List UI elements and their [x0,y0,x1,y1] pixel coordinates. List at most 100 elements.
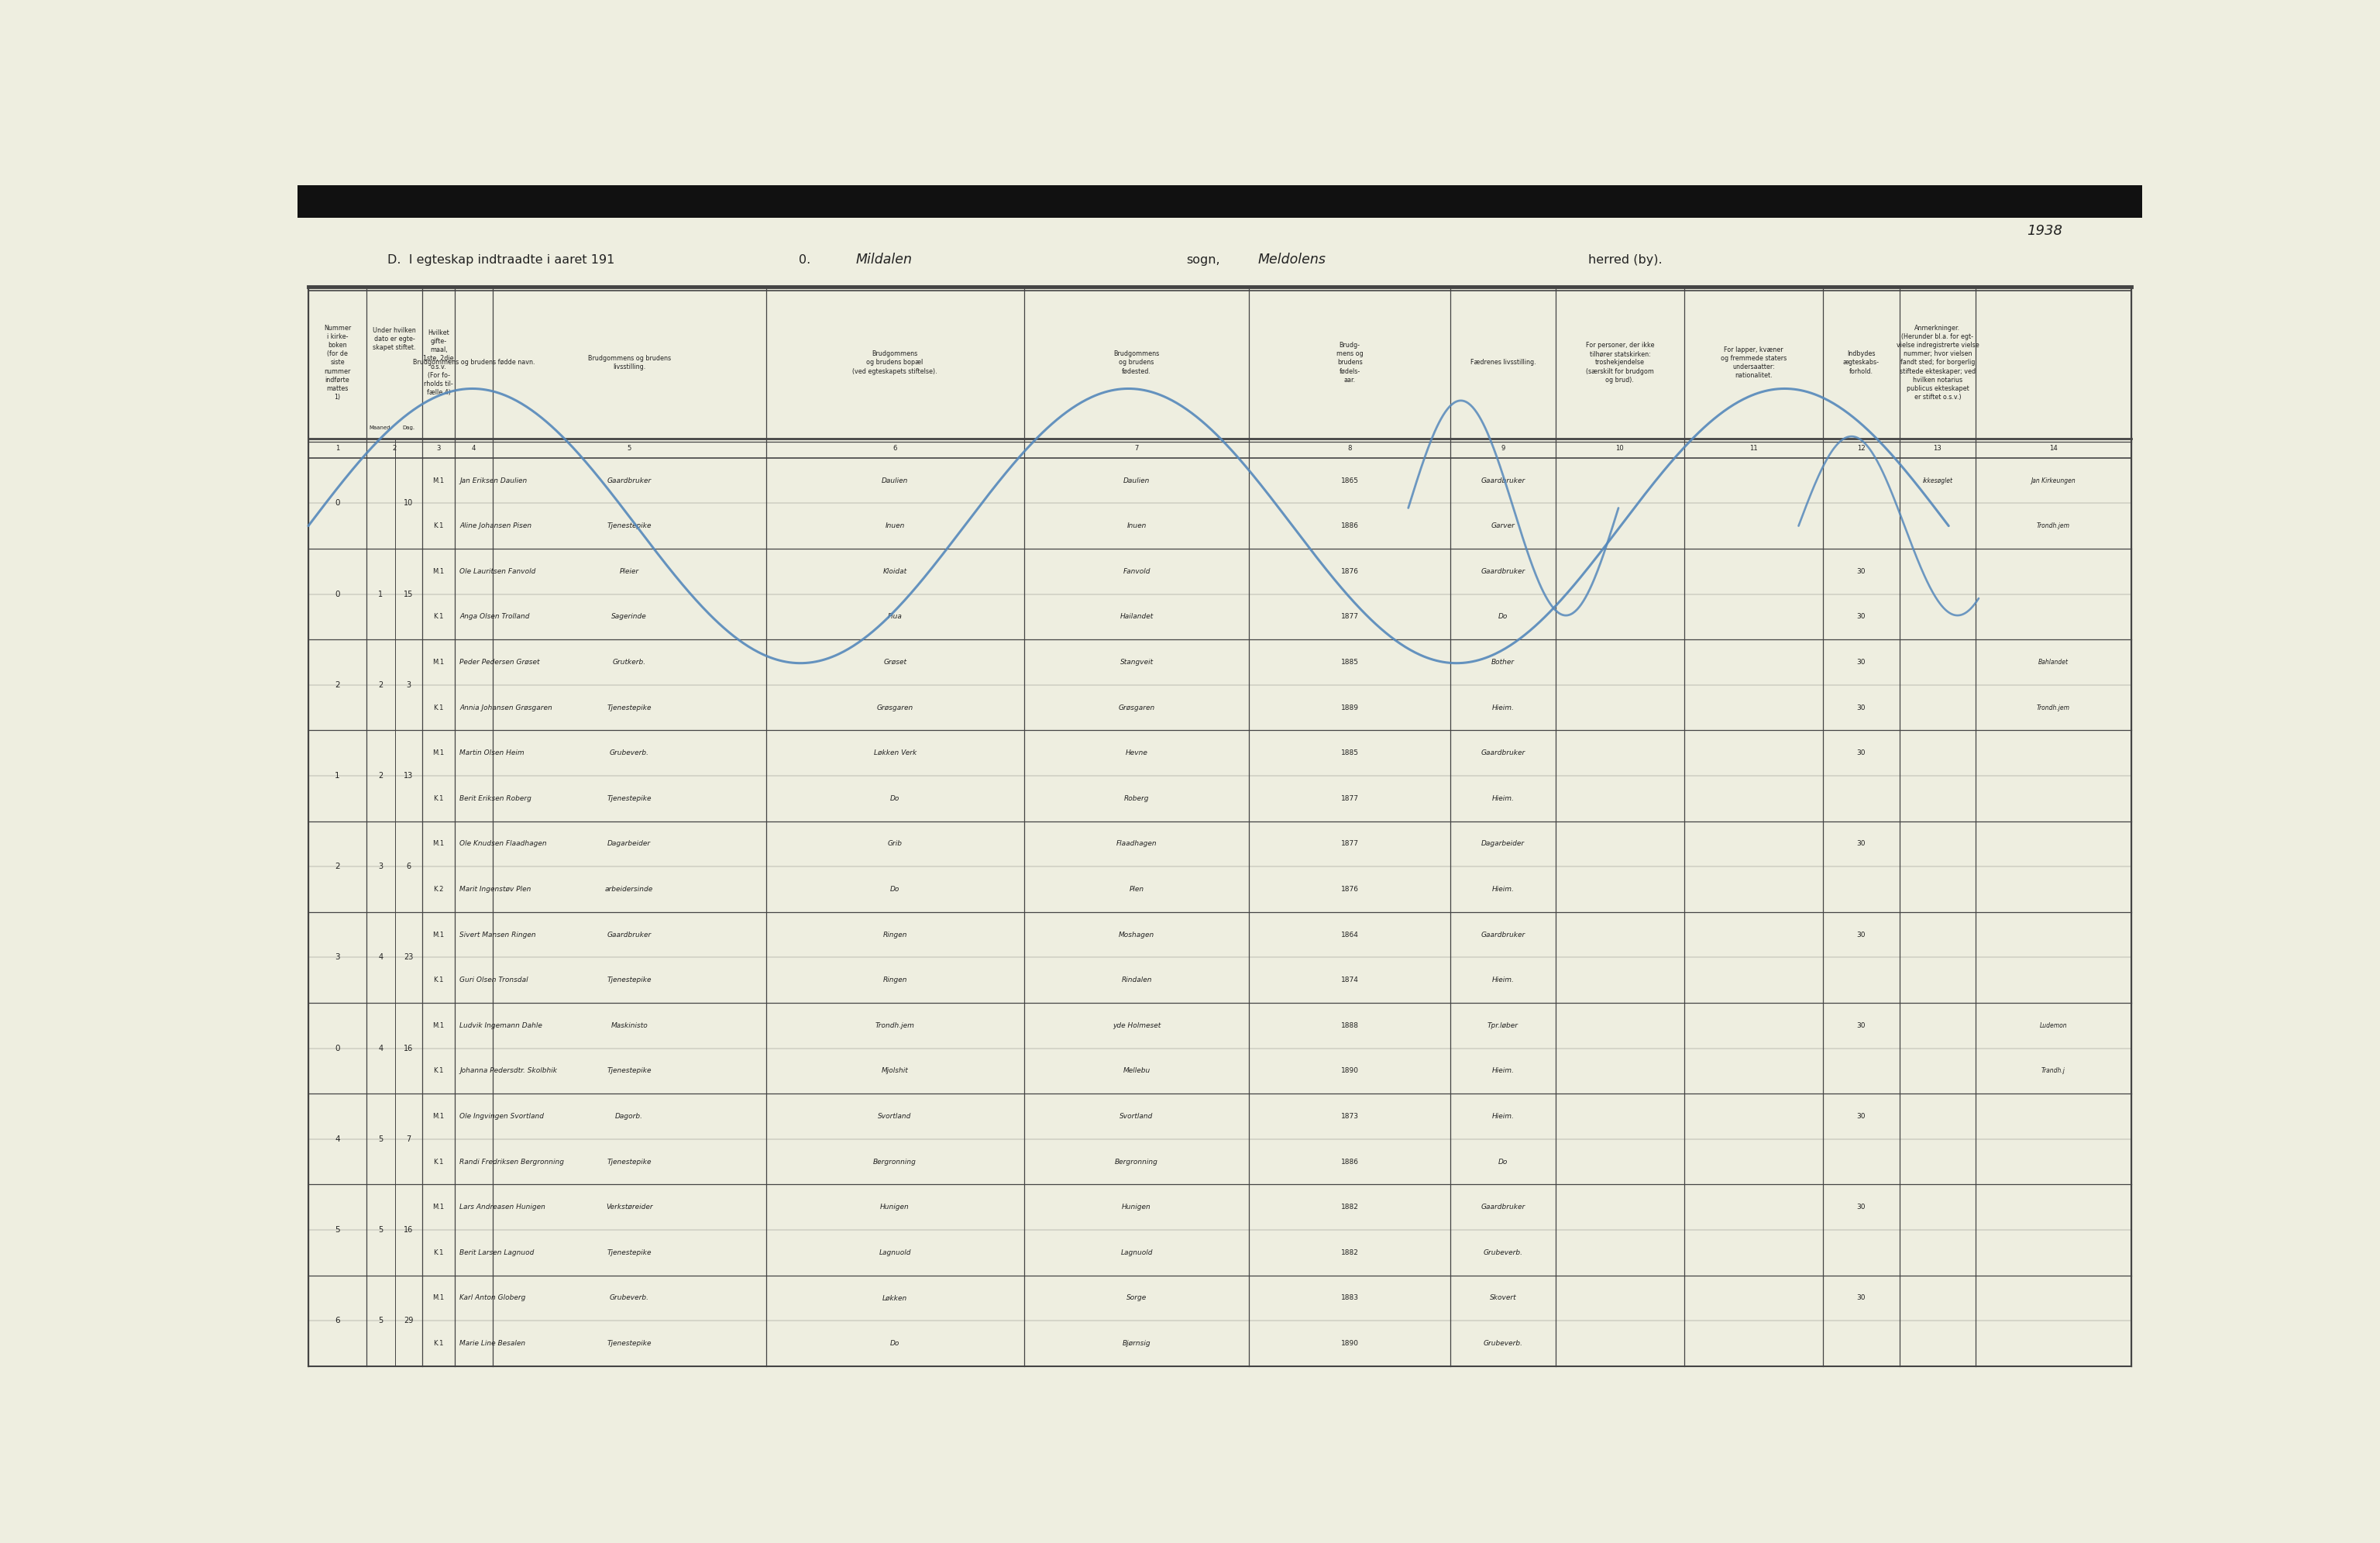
Text: Hieim.: Hieim. [1492,1068,1514,1074]
Text: Maskinisto: Maskinisto [612,1021,647,1029]
Text: 9: 9 [1502,444,1504,452]
Text: Flua: Flua [888,613,902,620]
Text: Gaardbruker: Gaardbruker [1480,1204,1526,1211]
Text: M.1: M.1 [433,659,445,665]
Text: K.1: K.1 [433,613,443,620]
Text: 30: 30 [1856,750,1866,756]
Text: Flaadhagen: Flaadhagen [1116,841,1157,847]
Text: Hieim.: Hieim. [1492,704,1514,711]
Text: 23: 23 [405,954,414,961]
Text: Roberg: Roberg [1123,795,1150,802]
Text: 6: 6 [892,444,897,452]
Text: 16: 16 [405,1227,414,1234]
Text: Ole Lauritsen Fanvold: Ole Lauritsen Fanvold [459,568,536,576]
Text: Dagorb.: Dagorb. [616,1113,643,1120]
Text: Grøset: Grøset [883,659,907,665]
Text: 30: 30 [1856,1021,1866,1029]
Text: M.1: M.1 [433,1204,445,1211]
Text: Hevne: Hevne [1126,750,1147,756]
Text: 1874: 1874 [1340,977,1359,983]
Text: Dagarbeider: Dagarbeider [607,841,652,847]
Text: Randi Fredriksen Bergronning: Randi Fredriksen Bergronning [459,1159,564,1165]
Text: 8: 8 [1347,444,1352,452]
Text: 4: 4 [378,1045,383,1052]
Text: 10: 10 [405,500,414,508]
Text: Ringen: Ringen [883,977,907,983]
Text: Trondh.jem: Trondh.jem [2037,704,2071,711]
Text: Garver: Garver [1490,523,1514,529]
Text: Hvilket
gifte-
maal,
1ste, 2dje
o.s.v.
(For fo-
rholds til-
fælle 4): Hvilket gifte- maal, 1ste, 2dje o.s.v. (… [424,329,455,397]
Text: Martin Olsen Heim: Martin Olsen Heim [459,750,524,756]
Text: Hailandet: Hailandet [1121,613,1154,620]
Text: Lars Andreasen Hunigen: Lars Andreasen Hunigen [459,1204,545,1211]
Text: Mellebu: Mellebu [1123,1068,1150,1074]
Text: Grubeverb.: Grubeverb. [1483,1339,1523,1347]
Text: M.1: M.1 [433,1021,445,1029]
Text: Trondh.jem: Trondh.jem [876,1021,914,1029]
Text: Verkstøreider: Verkstøreider [607,1204,652,1211]
Text: K.1: K.1 [433,1250,443,1256]
Text: 1876: 1876 [1340,886,1359,893]
Text: 7: 7 [407,1136,412,1143]
Text: Bjørnsig: Bjørnsig [1123,1339,1152,1347]
Text: K.1: K.1 [433,1068,443,1074]
Text: Berit Larsen Lagnuod: Berit Larsen Lagnuod [459,1250,533,1256]
Text: Ludvik Ingemann Dahle: Ludvik Ingemann Dahle [459,1021,543,1029]
Text: Lagnuold: Lagnuold [1121,1250,1152,1256]
Text: Mjolshit: Mjolshit [881,1068,909,1074]
Text: Gaardbruker: Gaardbruker [607,932,652,938]
Text: 1886: 1886 [1340,523,1359,529]
Text: 30: 30 [1856,613,1866,620]
Text: M.1: M.1 [433,841,445,847]
Text: K.1: K.1 [433,523,443,529]
Text: 2: 2 [336,680,340,688]
Text: 1938: 1938 [2028,224,2063,238]
Text: Kloidat: Kloidat [883,568,907,576]
Text: 30: 30 [1856,568,1866,576]
Text: K.1: K.1 [433,704,443,711]
Text: Brudgommens og brudens fødde navn.: Brudgommens og brudens fødde navn. [412,360,536,366]
Text: arbeidersinde: arbeidersinde [605,886,655,893]
Text: Grubeverb.: Grubeverb. [1483,1250,1523,1256]
Text: 0: 0 [336,500,340,508]
Text: 30: 30 [1856,659,1866,665]
Text: Løkken Verk: Løkken Verk [873,750,916,756]
Text: 13: 13 [1933,444,1942,452]
Text: 30: 30 [1856,704,1866,711]
Text: Trandh.j: Trandh.j [2042,1068,2066,1074]
Text: K.1: K.1 [433,977,443,983]
Text: Grubeverb.: Grubeverb. [609,750,650,756]
Text: Bother: Bother [1492,659,1514,665]
Text: Tjenestepike: Tjenestepike [607,704,652,711]
Text: For personer, der ikke
tilhører statskirken:
troshekjendelse
(særskilt for brudg: For personer, der ikke tilhører statskir… [1585,343,1654,383]
Text: 13: 13 [405,772,414,779]
Text: M.1: M.1 [433,1295,445,1301]
Text: Løkken: Løkken [883,1295,907,1301]
Text: Anmerkninger.
(Herunder bl.a. for egt-
vielse indregistrerte vielse
nummer; hvor: Anmerkninger. (Herunder bl.a. for egt- v… [1897,324,1978,401]
Text: Grib: Grib [888,841,902,847]
Text: 1877: 1877 [1340,795,1359,802]
Text: Brudg-
mens og
brudens
fødels-
aar.: Brudg- mens og brudens fødels- aar. [1335,343,1364,383]
Text: Anga Olsen Trolland: Anga Olsen Trolland [459,613,531,620]
Text: Marit Ingenstøv Plen: Marit Ingenstøv Plen [459,886,531,893]
Text: Hieim.: Hieim. [1492,977,1514,983]
Text: 5: 5 [378,1227,383,1234]
Text: Johanna Pedersdtr. Skolbhik: Johanna Pedersdtr. Skolbhik [459,1068,557,1074]
Text: 1883: 1883 [1340,1295,1359,1301]
Text: 5: 5 [628,444,631,452]
Text: M.1: M.1 [433,1113,445,1120]
Text: Gaardbruker: Gaardbruker [1480,568,1526,576]
Text: 3: 3 [336,954,340,961]
Text: 5: 5 [378,1316,383,1324]
Text: D.  I egteskap indtraadte i aaret 191: D. I egteskap indtraadte i aaret 191 [388,255,614,265]
Text: Skovert: Skovert [1490,1295,1516,1301]
Text: Do: Do [890,795,900,802]
Text: Ludemon: Ludemon [2040,1021,2068,1029]
Text: Ringen: Ringen [883,932,907,938]
Text: Tjenestepike: Tjenestepike [607,523,652,529]
Text: Brudgommens
og brudens bopæl
(ved egteskapets stiftelse).: Brudgommens og brudens bopæl (ved egtesk… [852,350,938,375]
Text: 0: 0 [336,591,340,599]
Text: Hieim.: Hieim. [1492,795,1514,802]
Text: Gaardbruker: Gaardbruker [607,477,652,485]
Text: 0: 0 [336,1045,340,1052]
